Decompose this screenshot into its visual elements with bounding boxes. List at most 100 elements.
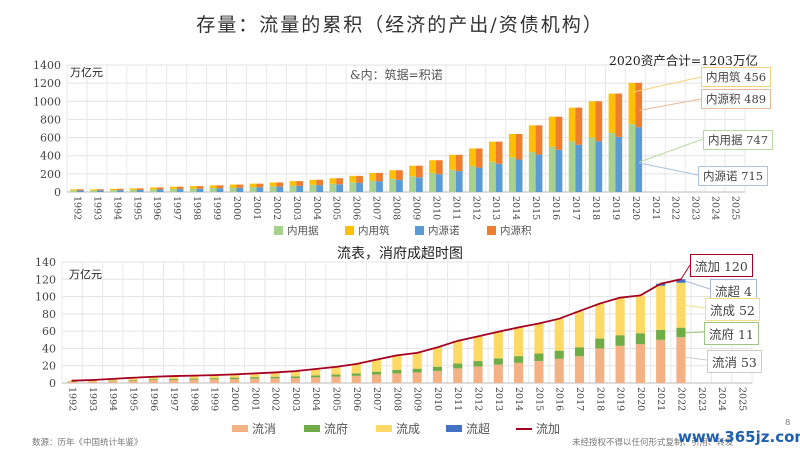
top-chart-bar-segment [96, 190, 104, 192]
bottom-chart-bar-segment [371, 359, 382, 372]
legend-swatch [487, 226, 496, 235]
top-chart-x-tick-label: 1998 [191, 196, 202, 220]
bottom-chart-leader-line [680, 264, 691, 280]
bottom-chart-bar-segment [473, 366, 483, 383]
top-chart-bar-segment [336, 178, 343, 185]
bottom-chart-unit-label: 万亿元 [69, 268, 102, 281]
bottom-chart-line-point [598, 302, 601, 305]
top-chart-y-tick-label: 0 [54, 186, 61, 199]
top-chart-bar-segment [116, 190, 124, 192]
bottom-chart-bar-segment [574, 311, 585, 348]
bottom-chart-x-tick-label: 1995 [128, 387, 139, 411]
bottom-chart-y-tick-label: 20 [42, 360, 56, 373]
top-chart-bar-segment [396, 170, 403, 180]
top-chart-x-tick-label: 1996 [151, 196, 162, 220]
bottom-chart-bar-segment [189, 379, 199, 383]
top-chart-leader-line [632, 76, 702, 93]
top-chart-y-tick-label: 400 [40, 150, 61, 163]
top-chart-x-tick-label: 2007 [371, 196, 382, 220]
bottom-chart-leader-line [684, 280, 711, 290]
top-chart-bar-segment [356, 175, 363, 183]
bottom-chart-bar-segment [412, 352, 422, 369]
bottom-chart-line-point [132, 376, 134, 379]
top-chart-x-tick-label: 2005 [331, 196, 342, 220]
bottom-chart-line-point [91, 379, 94, 381]
bottom-chart-leader-line [684, 356, 708, 361]
top-chart-bar-segment [515, 133, 523, 160]
bottom-chart-x-tick-label: 2005 [330, 387, 341, 411]
bottom-chart-bar-segment [290, 376, 300, 379]
bottom-chart-bar-segment [311, 375, 321, 378]
bottom-chart-x-tick-label: 2013 [493, 387, 504, 411]
bottom-chart-bar-segment [554, 350, 564, 359]
bottom-chart-title: 流表，消府成超时图 [337, 246, 463, 262]
top-chart-x-tick-label: 2009 [410, 196, 421, 220]
bottom-chart-bar-segment [270, 376, 280, 379]
top-chart-bar-segment [488, 141, 496, 162]
top-chart-x-tick-label: 2020 [630, 196, 641, 220]
bottom-chart-x-tick-label: 2000 [229, 387, 240, 411]
annotation-neiyongzhu: 内用筑 456 [701, 67, 772, 87]
top-chart-x-tick-label: 2012 [470, 196, 481, 220]
top-chart-bar-segment [249, 183, 257, 188]
top-chart-bar-segment [316, 185, 324, 192]
top-chart-leader-line [639, 138, 704, 163]
top-chart-x-tick-label: 2018 [590, 196, 601, 220]
watermark: www.365jz.com [678, 428, 800, 446]
top-chart-bar-segment [256, 183, 264, 188]
bottom-chart-line-point [193, 374, 195, 377]
top-chart-bar-segment [90, 189, 97, 191]
bottom-chart-y-tick-label: 80 [42, 308, 56, 321]
bottom-chart-bar-segment [432, 347, 443, 367]
top-chart-bar-segment [615, 136, 623, 192]
bottom-chart-bar-segment [229, 374, 240, 378]
top-chart-bar-segment [176, 189, 184, 192]
bottom-chart-bar-segment [290, 378, 300, 383]
bottom-chart-bar-segment [209, 378, 219, 380]
annotation-neiyongju: 内用据 747 [703, 130, 774, 150]
top-chart-bar-segment [249, 187, 257, 192]
bottom-chart-bar-segment [209, 375, 219, 379]
top-chart-bar-segment [608, 132, 616, 192]
top-chart-bar-segment [289, 185, 297, 192]
top-chart-bar-segment [535, 154, 543, 192]
bottom-chart-line-point [619, 296, 621, 299]
bottom-chart-line-point [213, 374, 216, 376]
legend-item-neiyongju: 内用据 [274, 223, 319, 238]
top-chart-y-tick-label: 600 [40, 132, 61, 145]
bottom-chart-bar-segment [656, 285, 666, 330]
top-chart-bar-segment [229, 184, 237, 188]
bottom-chart-bar-segment [371, 374, 382, 383]
bottom-chart-line-point [111, 378, 114, 380]
bottom-chart-bar-segment [311, 368, 321, 376]
top-chart-bar-segment [229, 187, 237, 192]
top-chart-bar-segment [256, 187, 264, 192]
top-chart-bar-segment [628, 124, 636, 192]
bottom-chart-line-point [396, 354, 398, 357]
top-chart-bar-segment [548, 146, 556, 192]
top-chart-bar-segment [196, 186, 204, 189]
legend-line [516, 427, 532, 430]
bottom-chart-bar-segment [169, 379, 179, 383]
bottom-chart-bar-segment [534, 353, 544, 361]
top-chart-x-tick-label: 2023 [690, 196, 701, 220]
bottom-chart-y-tick-label: 140 [35, 256, 56, 269]
top-chart-bar-segment [449, 154, 456, 170]
bottom-chart-bar-segment [473, 361, 483, 367]
top-chart-bar-segment [508, 157, 516, 192]
top-chart-bar-segment [309, 184, 317, 192]
bottom-chart-bar-segment [392, 369, 402, 374]
bottom-chart-x-tick-label: 2019 [615, 387, 626, 411]
bottom-chart-bar-segment [534, 360, 544, 383]
top-chart-bar-segment [189, 186, 197, 189]
bottom-chart-x-tick-label: 2006 [351, 387, 362, 411]
bottom-chart-bar-segment [574, 347, 585, 357]
bottom-chart-bar-segment [453, 368, 463, 383]
top-chart-y-tick-label: 800 [40, 113, 61, 126]
bottom-chart-x-tick-label: 2018 [594, 387, 605, 411]
legend-label: 流消 [252, 422, 277, 436]
bottom-chart-line-point [172, 375, 175, 377]
top-chart-bar-segment [415, 177, 423, 192]
bottom-chart-line-point [639, 294, 642, 297]
top-chart-bar-segment [110, 188, 117, 191]
